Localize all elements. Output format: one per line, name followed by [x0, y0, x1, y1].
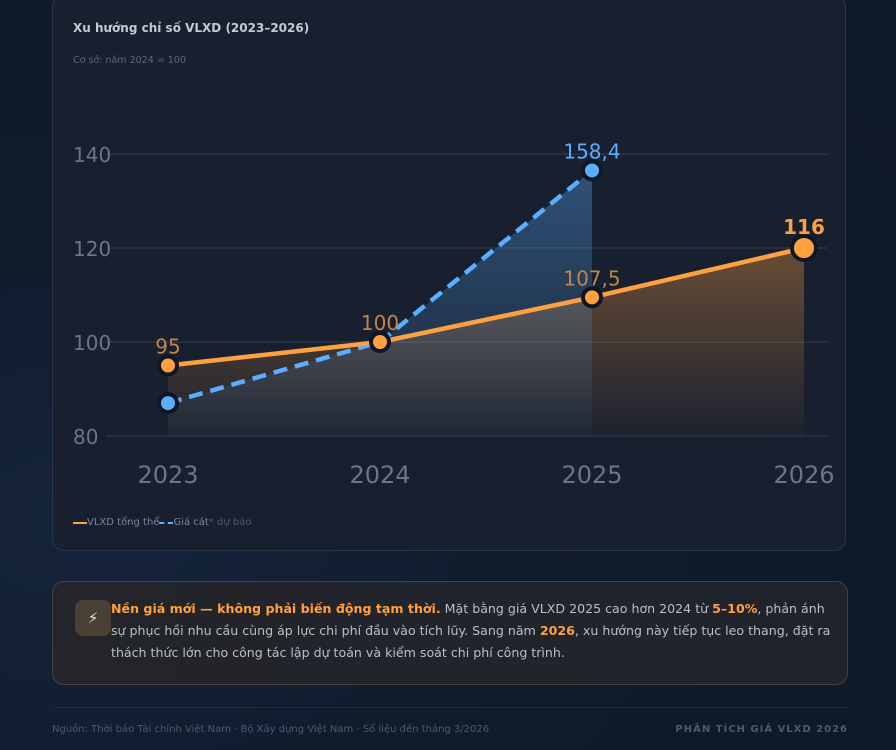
data-label: 107,5 — [563, 266, 620, 290]
legend-swatch-orange — [73, 521, 87, 524]
series-area — [168, 170, 592, 436]
x-tick-label: 2024 — [349, 461, 410, 489]
callout-highlight: 2026 — [539, 623, 575, 638]
callout-text-part: , phản ánh sự phục hồi nhu cầu cùng áp l… — [111, 601, 825, 638]
data-label: 158,4 — [563, 139, 620, 163]
chart-title: Xu hướng chỉ số VLXD (2023–2026) — [73, 21, 310, 35]
legend-note: * dự báo — [208, 517, 252, 528]
series-line — [167, 245, 805, 368]
y-tick-label: 120 — [73, 237, 111, 261]
y-tick-label: 80 — [73, 425, 98, 449]
chart-card: Xu hướng chỉ số VLXD (2023–2026) Cơ sở: … — [52, 0, 846, 551]
legend-label: Giá cát — [173, 517, 209, 528]
data-label: 95 — [155, 335, 180, 359]
data-point — [157, 392, 179, 415]
data-point — [581, 159, 603, 182]
line-chart: 80 100 120 140 2023 2024 2025 2026 158,4 95 100 107… — [73, 139, 835, 489]
data-point — [369, 331, 391, 353]
data-point — [581, 286, 603, 309]
y-tick-label: 140 — [73, 143, 111, 167]
data-point — [157, 354, 179, 377]
data-point — [790, 234, 818, 262]
x-tick-label: 2023 — [137, 461, 198, 489]
chart-subtitle: Cơ sở: năm 2024 = 100 — [73, 55, 186, 66]
x-tick-label: 2026 — [773, 461, 834, 489]
x-tick-label: 2025 — [561, 461, 622, 489]
callout-lead: Nền giá mới — không phải biến động tạm t… — [111, 601, 441, 616]
callout-text-part: , xu hướng này tiếp tục leo thang, đặt r… — [111, 623, 831, 660]
lightning-icon: ⚡ — [75, 600, 111, 636]
legend: VLXD tổng thể Giá cát * dự báo — [73, 517, 252, 528]
insight-callout: ⚡ Nền giá mới — không phải biến động tạm… — [52, 581, 848, 685]
data-label: 116 — [783, 215, 825, 239]
callout-text-part: Mặt bằng giá VLXD 2025 cao hơn 2024 từ — [440, 601, 713, 616]
y-tick-label: 100 — [73, 331, 111, 355]
legend-swatch-blue — [159, 521, 174, 524]
footer-brand: PHÂN TÍCH GIÁ VLXD 2026 — [675, 724, 848, 735]
callout-highlight: 5–10% — [712, 601, 758, 616]
callout-text: Nền giá mới — không phải biến động tạm t… — [111, 598, 831, 664]
data-label: 100 — [361, 311, 399, 335]
legend-label: VLXD tổng thể — [87, 517, 160, 528]
footer-divider — [52, 707, 848, 708]
footer-source: Nguồn: Thời báo Tài chính Việt Nam · Bộ … — [52, 724, 490, 735]
